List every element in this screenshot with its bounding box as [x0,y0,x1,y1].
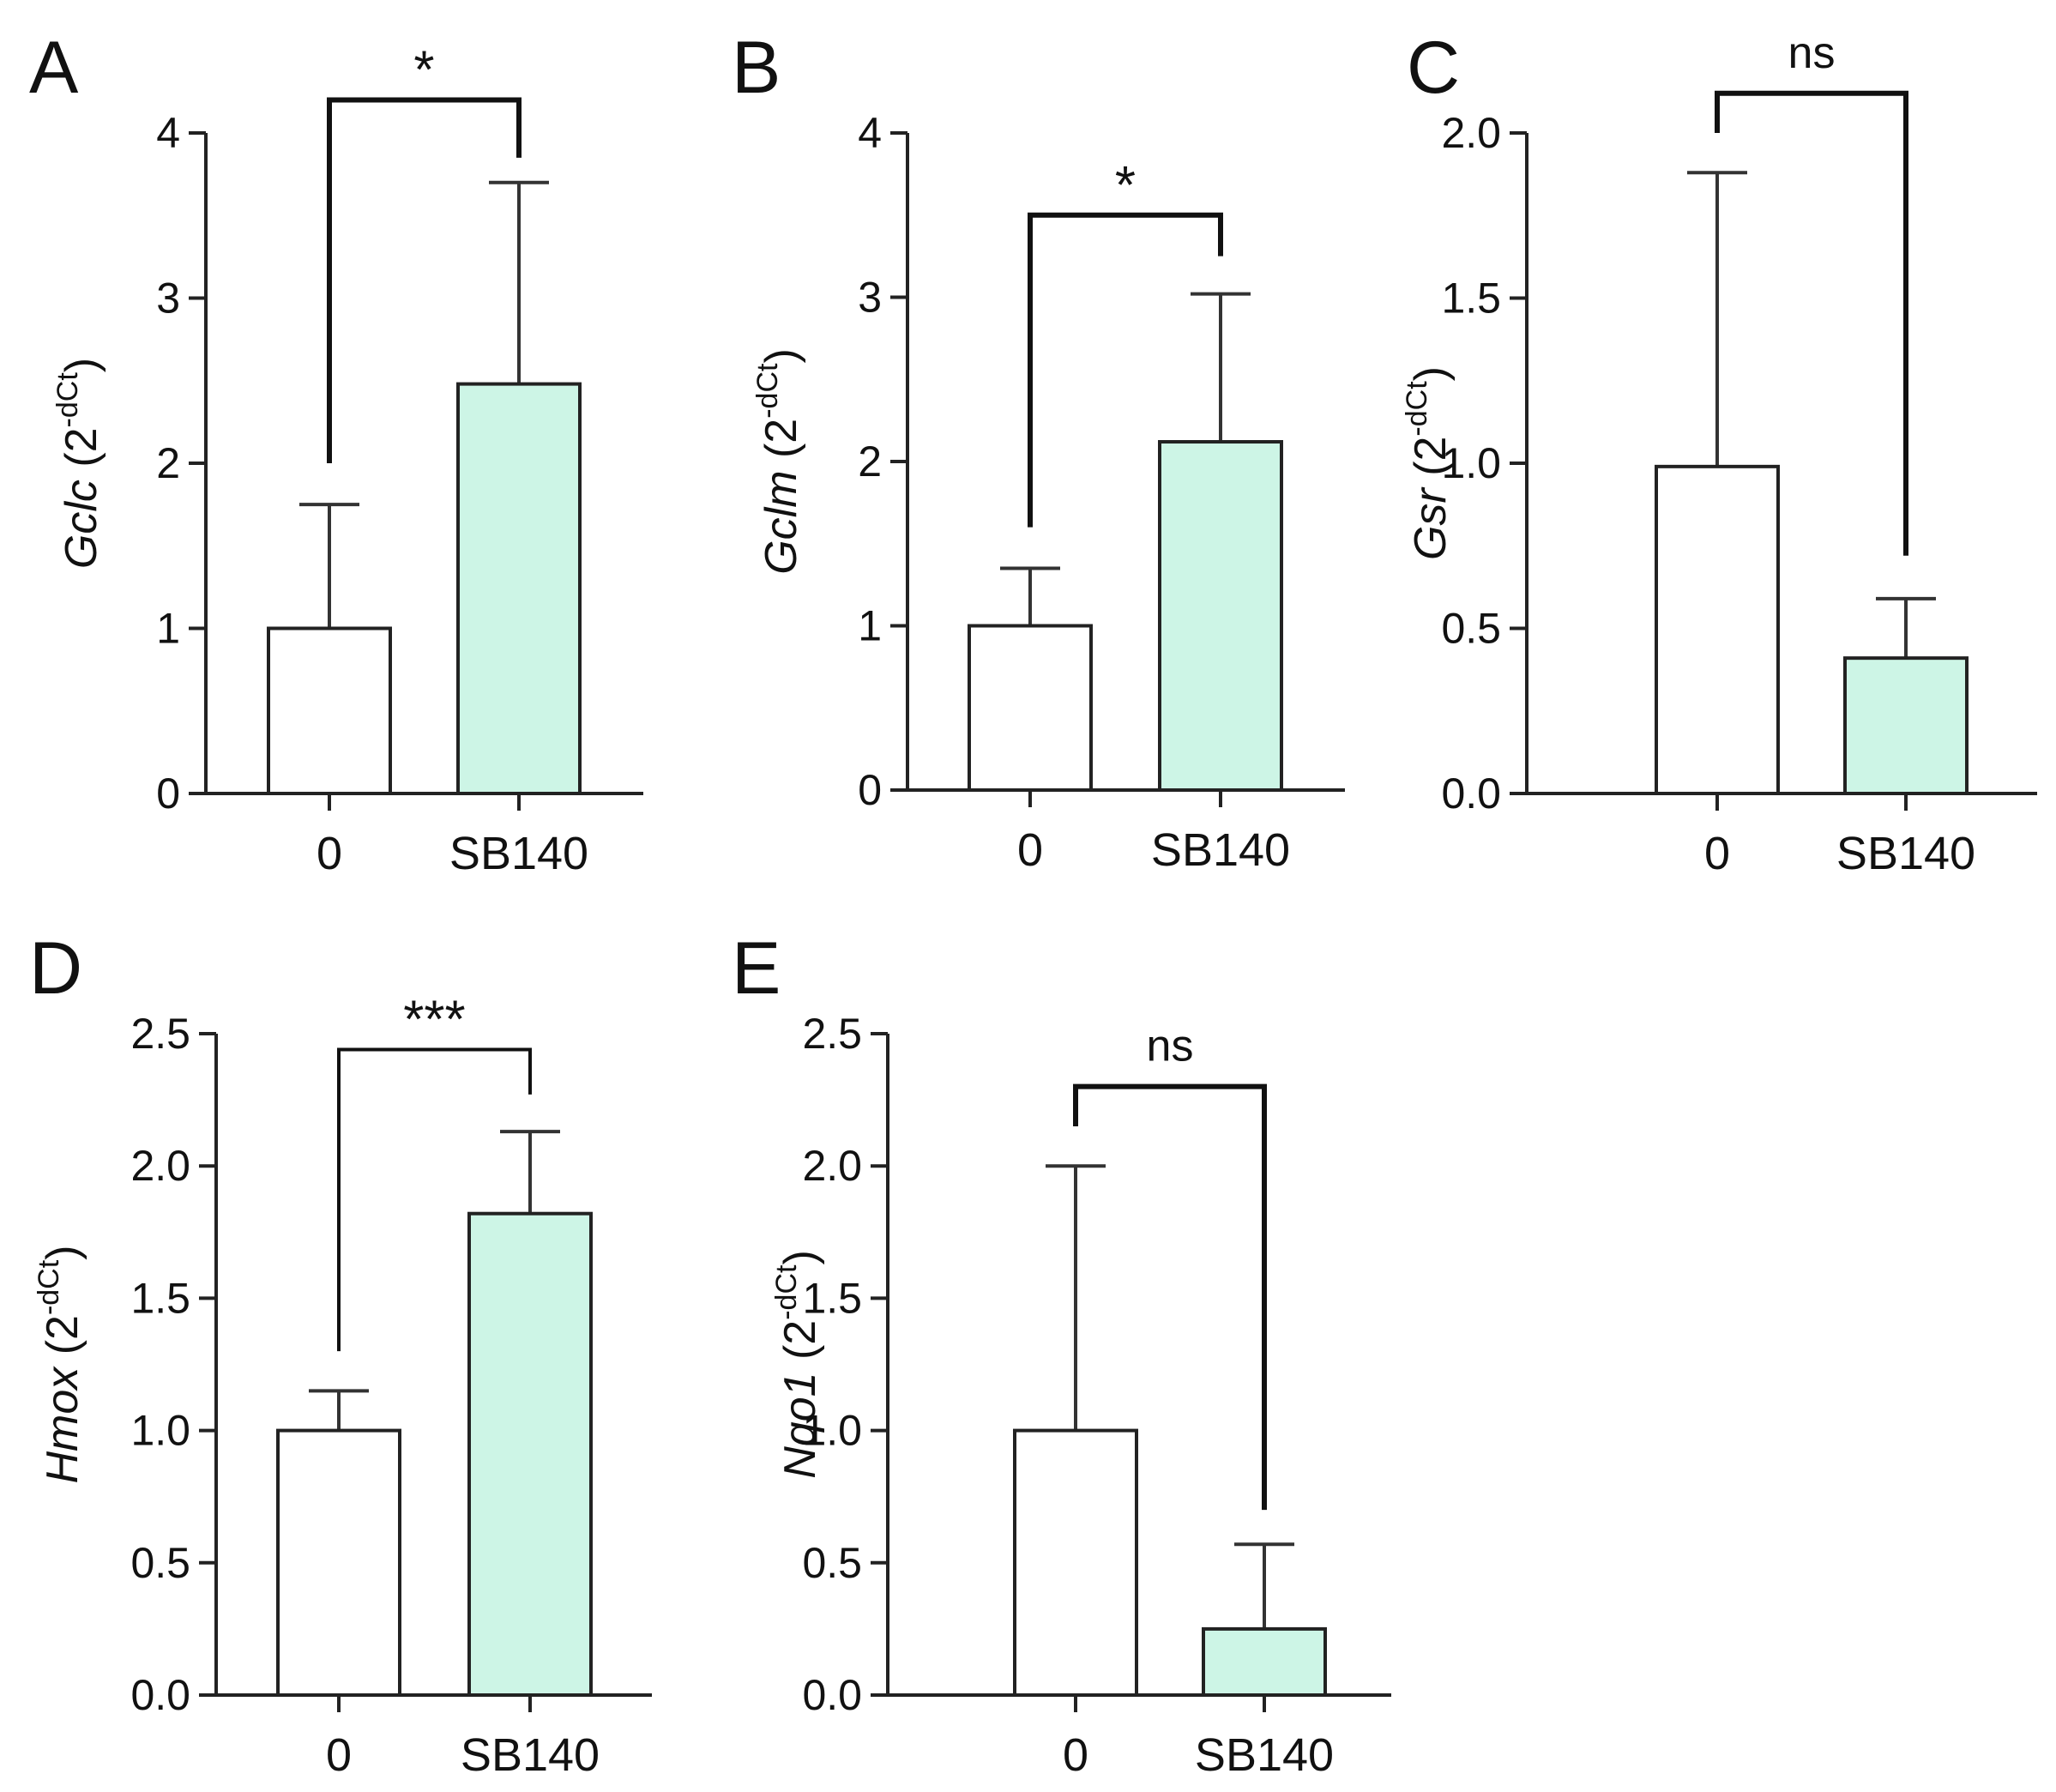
y-axis-label: Nqo1 (2-dCt) [770,1250,825,1479]
y-axis-label: Gsr (2-dCt) [1401,366,1456,560]
significance-label: ns [1147,1022,1194,1071]
bar-sb140 [1158,440,1283,793]
panel-letter: A [29,27,79,109]
y-tick-label: 2.0 [802,1142,862,1190]
y-tick-label: 0.0 [130,1671,190,1719]
y-axis-gene: Gsr [1406,486,1456,560]
x-tick-label: 0 [317,828,342,879]
x-tick-label: SB140 [1195,1729,1334,1781]
bar-sb140 [1202,1626,1327,1698]
y-axis-gene: Hmox [38,1366,87,1484]
y-axis-label: Gclm (2-dCt) [751,348,806,575]
significance-bracket [1073,1083,1267,1511]
panel-letter: C [1407,27,1460,109]
y-axis-label: Hmox (2-dCt) [33,1245,87,1483]
significance-bracket [327,97,522,463]
y-tick-label: 0 [156,769,180,818]
x-tick-label: 0 [1063,1729,1088,1781]
y-axis-exponent: -dCt [751,363,784,419]
panel-c: C 0.0 0.5 1.0 1.5 2.0 0 SB140 ns Gsr (2-dCt) [1401,27,2037,879]
significance-bracket [1028,212,1223,528]
y-axis-label: Gclc (2-dCt) [51,358,106,569]
significance-label: * [1115,156,1136,215]
y-axis-close: ) [757,348,806,363]
y-axis-exponent: -dCt [770,1264,803,1320]
x-tick-label: SB140 [1836,828,1975,879]
y-tick-label: 2.5 [802,1010,862,1058]
y-tick-label: 1.0 [1441,439,1501,487]
y-tick-label: 3 [156,275,180,323]
y-tick-label: 1.5 [1441,275,1501,323]
y-tick-label: 2.0 [1441,109,1501,157]
y-axis-close: ) [57,358,106,372]
y-axis-close: ) [1406,366,1456,381]
y-tick-label: 1.0 [130,1407,190,1455]
panel-letter: D [29,927,82,1010]
bar-control [1655,464,1780,795]
y-tick-label: 1.5 [130,1274,190,1322]
y-axis-close: ) [38,1245,87,1259]
y-tick-label: 1.5 [802,1274,862,1322]
y-axis-gene: Nqo1 [775,1372,825,1478]
significance-label: *** [403,991,465,1050]
y-axis-unit: (2 [38,1315,87,1367]
panel-a: A 0 1 2 3 4 0 SB140 * Gclc (2-dCt) [29,27,643,879]
y-axis-gene: Gclm [757,470,806,574]
y-tick-label: 1.0 [802,1407,862,1455]
bar-sb140 [467,1211,593,1698]
x-tick-label: SB140 [1151,824,1290,876]
panel-letter: B [732,27,781,109]
y-axis-exponent: -dCt [33,1259,65,1315]
y-axis-unit: (2 [57,427,106,480]
significance-bracket [337,1047,532,1352]
y-axis-unit: (2 [1406,437,1456,489]
y-tick-label: 4 [156,109,180,157]
significance-label: ns [1788,28,1836,78]
panel-d: D 0.0 0.5 1.0 1.5 2.0 2.5 0 SB140 *** Hmox (2-dCt) [29,927,652,1781]
y-axis-gene: Gclc [57,480,106,569]
y-axis-close: ) [775,1250,825,1264]
bar-control [1013,1428,1138,1697]
x-tick-label: 0 [1704,828,1730,879]
y-axis-unit: (2 [757,419,806,471]
y-tick-label: 2 [156,439,180,487]
panel-letter: E [732,927,781,1010]
y-tick-label: 0.5 [130,1539,190,1587]
y-tick-label: 0 [858,766,882,814]
y-axis-exponent: -dCt [51,372,84,428]
bar-control [276,1428,401,1697]
y-axis-unit: (2 [775,1320,825,1373]
y-tick-label: 2 [858,437,882,486]
y-tick-label: 2.5 [130,1010,190,1058]
y-tick-label: 0.0 [1441,769,1501,818]
y-tick-label: 4 [858,109,882,157]
y-tick-label: 1 [858,602,882,650]
bar-control [267,626,392,795]
significance-bracket [1715,90,1908,556]
panel-b: B 0 1 2 3 4 0 SB140 * Gclm (2-dCt) [732,27,1345,876]
y-tick-label: 0.5 [1441,605,1501,653]
bar-sb140 [1843,656,1969,796]
x-tick-label: SB140 [449,828,588,879]
y-tick-label: 0.5 [802,1539,862,1587]
bar-control [968,624,1093,792]
y-axis-exponent: -dCt [1401,381,1433,437]
x-tick-label: 0 [1017,824,1043,876]
y-tick-label: 2.0 [130,1142,190,1190]
y-tick-label: 3 [858,274,882,322]
panel-e: E 0.0 0.5 1.0 1.5 2.0 2.5 0 SB140 ns Nqo1 (2-dCt) [732,927,1391,1781]
x-tick-label: SB140 [461,1729,600,1781]
y-tick-label: 0.0 [802,1671,862,1719]
bar-sb140 [456,382,582,795]
y-tick-label: 1 [156,605,180,653]
x-tick-label: 0 [326,1729,352,1781]
significance-label: * [413,41,434,100]
